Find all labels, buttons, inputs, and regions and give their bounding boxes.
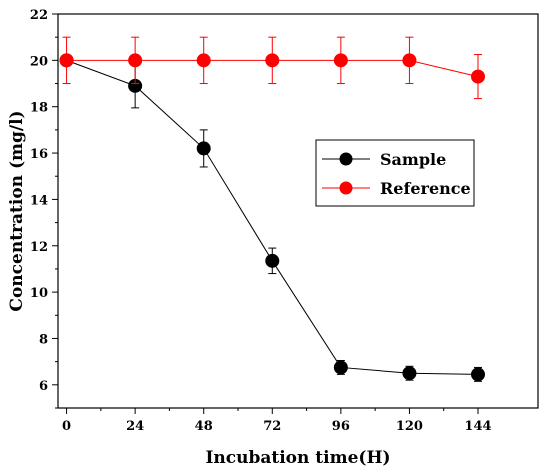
data-point	[265, 53, 280, 68]
legend-marker-reference	[339, 181, 353, 195]
x-axis-title: Incubation time(H)	[205, 448, 390, 468]
data-point	[402, 53, 417, 68]
x-tick-label: 48	[195, 419, 213, 434]
data-point	[196, 141, 211, 156]
data-point	[471, 367, 485, 382]
x-tick-label: 0	[62, 419, 71, 434]
y-tick-label: 8	[39, 332, 48, 347]
series-line	[66, 59, 479, 375]
axes: 0 24 48 72 96 120 144 6 8 10 12 14 16 18 20 22	[30, 8, 539, 434]
data-point	[333, 53, 348, 68]
y-tick-label: 16	[30, 147, 48, 162]
x-tick-label: 72	[263, 419, 281, 434]
y-tick-label: 22	[30, 8, 48, 23]
y-axis-title: Concentration (mg/l)	[7, 110, 27, 311]
data-point	[196, 53, 211, 68]
y-tick-label: 6	[39, 379, 48, 394]
y-tick-label: 14	[30, 193, 48, 208]
data-point	[265, 253, 280, 268]
series-reference	[59, 36, 485, 100]
y-tick-label: 18	[30, 101, 48, 116]
x-tick-label: 24	[126, 419, 144, 434]
legend-label-reference: Reference	[380, 179, 471, 198]
data-point	[471, 69, 485, 84]
y-tick-label: 10	[30, 286, 48, 301]
series-layer	[59, 36, 485, 382]
y-tick-label: 20	[30, 54, 48, 69]
x-tick-label: 96	[332, 419, 350, 434]
series-sample	[59, 53, 485, 382]
plot-frame	[57, 13, 539, 409]
x-tick-label: 144	[464, 419, 491, 434]
data-point	[333, 360, 348, 375]
data-point	[128, 53, 143, 68]
x-tick-label: 120	[396, 419, 423, 434]
legend-box	[315, 139, 475, 207]
data-point	[402, 366, 417, 381]
legend-label-sample: Sample	[380, 150, 446, 169]
data-point	[59, 53, 74, 68]
legend-marker-sample	[339, 152, 353, 166]
legend: Sample Reference	[315, 139, 475, 207]
y-tick-label: 12	[30, 240, 48, 255]
